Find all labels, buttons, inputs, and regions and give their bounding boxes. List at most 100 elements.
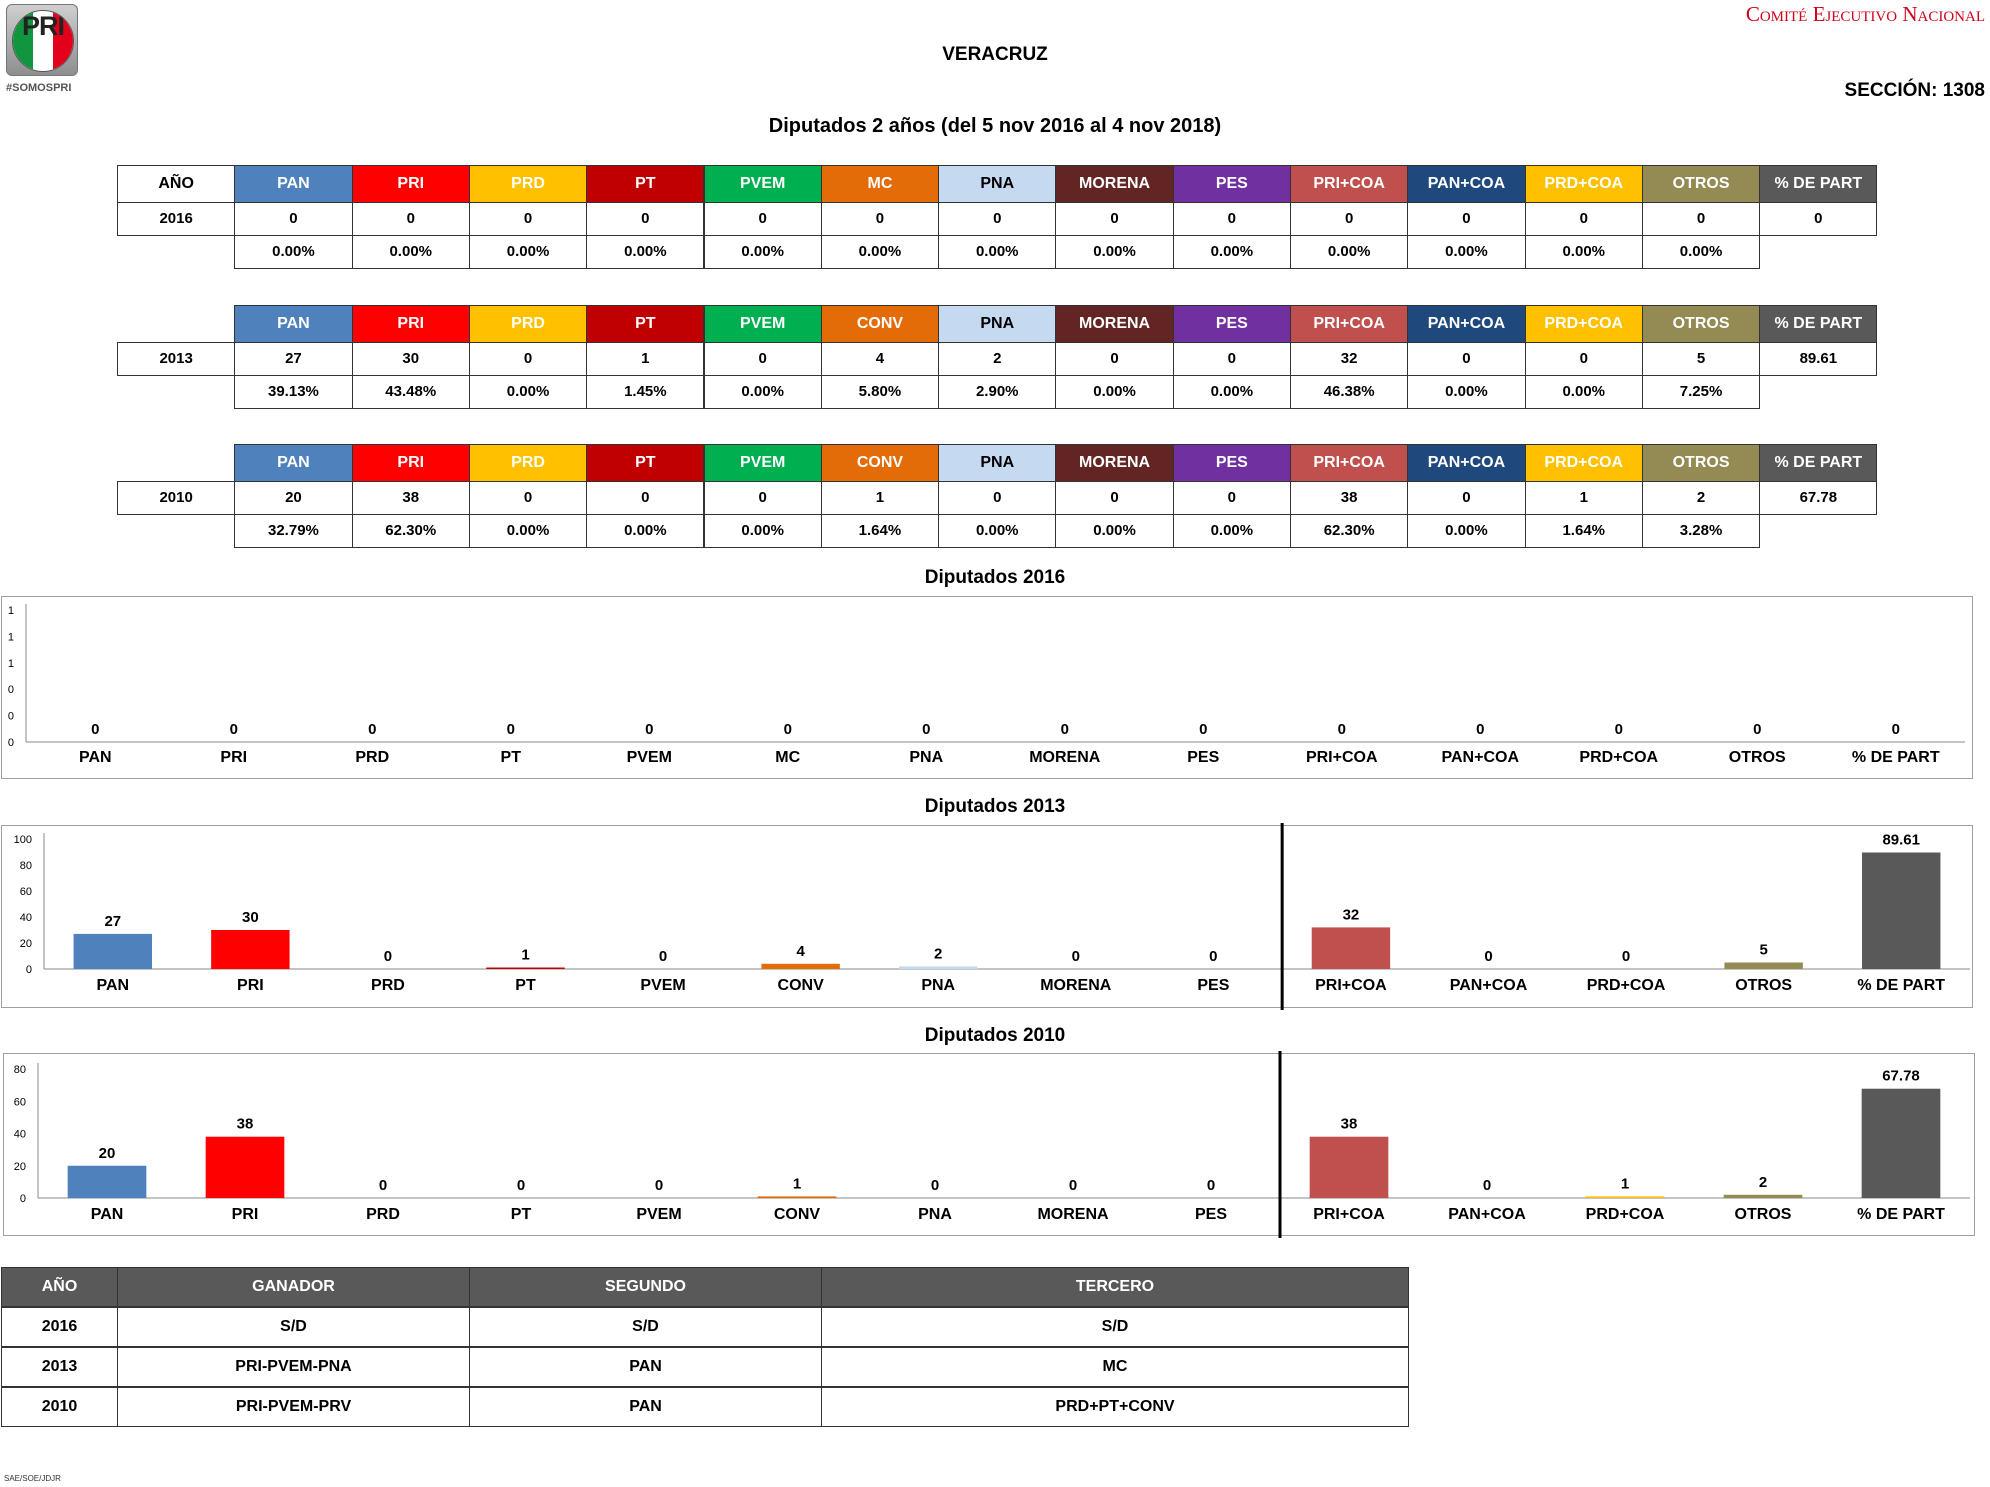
party-header: PAN+COA: [1407, 305, 1526, 343]
y-tick-label: 20: [14, 1161, 26, 1173]
data-label: 0: [368, 721, 376, 738]
vote-percent: 62.30%: [351, 514, 470, 548]
data-label: 0: [384, 948, 392, 965]
vote-value: 0: [703, 481, 822, 515]
data-label: 0: [1615, 721, 1623, 738]
pri-logo-text: PRI: [21, 11, 65, 41]
bar: [211, 930, 290, 969]
vote-percent: 0.00%: [938, 235, 1057, 269]
y-tick-label: 0: [8, 684, 14, 696]
data-label: 20: [99, 1145, 116, 1162]
vote-percent: 0.00%: [1172, 514, 1291, 548]
winners-cell: MC: [821, 1347, 1409, 1387]
party-header: PAN: [234, 165, 353, 203]
party-header: % DE PART: [1759, 444, 1878, 482]
winners-cell: PAN: [469, 1347, 822, 1387]
vote-percent: 0.00%: [938, 514, 1057, 548]
party-header: OTROS: [1641, 444, 1761, 482]
party-header: PT: [586, 165, 705, 203]
vote-percent: 0.00%: [1641, 235, 1761, 269]
report-subtitle: Diputados 2 años (del 5 nov 2016 al 4 no…: [768, 115, 1222, 137]
vote-percent: 5.80%: [820, 375, 940, 409]
data-label: 30: [242, 909, 259, 926]
vote-percent: 1.64%: [820, 514, 940, 548]
vote-value: 1: [1524, 481, 1643, 515]
y-tick-label: 80: [14, 1064, 26, 1076]
chart-title: Diputados 2010: [924, 1025, 1066, 1046]
data-label: 2: [934, 945, 942, 962]
x-tick-label: PRI: [220, 749, 247, 766]
hashtag-label: #SOMOSPRI: [6, 82, 72, 94]
winners-cell: 2010: [1, 1387, 118, 1427]
data-label: 0: [659, 948, 667, 965]
x-tick-label: PRD+COA: [1587, 977, 1666, 994]
vote-percent: 0.00%: [1524, 235, 1643, 269]
bar: [899, 966, 978, 969]
winners-cell: PRI-PVEM-PRV: [117, 1387, 470, 1427]
vote-percent: 7.25%: [1641, 375, 1761, 409]
data-label: 0: [1476, 721, 1484, 738]
y-tick-label: 40: [14, 1129, 26, 1141]
vote-percent: 39.13%: [234, 375, 353, 409]
vote-percent: 0.00%: [468, 235, 588, 269]
winners-cell: PAN: [469, 1387, 822, 1427]
party-header: PRI: [351, 165, 470, 203]
x-tick-label: PVEM: [640, 977, 685, 994]
vote-percent: 0.00%: [586, 514, 705, 548]
data-label: 0: [655, 1177, 663, 1194]
vote-percent: 43.48%: [351, 375, 470, 409]
vote-value: 0: [1524, 342, 1643, 376]
data-label: 0: [1622, 948, 1630, 965]
party-header: PVEM: [703, 165, 822, 203]
winners-header: AÑO: [1, 1267, 118, 1307]
chart-frame: [3, 1053, 1975, 1236]
vote-value: 27: [234, 342, 353, 376]
winners-cell: PRD+PT+CONV: [821, 1387, 1409, 1427]
vote-percent: 0.00%: [234, 235, 353, 269]
party-header: PES: [1172, 444, 1291, 482]
x-tick-label: PRD+COA: [1579, 749, 1658, 766]
vote-value: 89.61: [1759, 342, 1878, 376]
y-tick-label: 40: [20, 912, 32, 924]
y-tick-label: 60: [20, 886, 32, 898]
party-header: MORENA: [1055, 305, 1174, 343]
x-tick-label: % DE PART: [1857, 1206, 1945, 1223]
x-tick-label: PES: [1197, 977, 1229, 994]
vote-percent: 46.38%: [1290, 375, 1409, 409]
vote-percent: 0.00%: [1172, 235, 1291, 269]
winners-cell: S/D: [117, 1307, 470, 1347]
data-label: 1: [793, 1175, 801, 1192]
winners-cell: 2016: [1, 1307, 118, 1347]
y-tick-label: 1: [8, 658, 14, 670]
year-cell: 2016: [117, 202, 236, 236]
vote-percent: 0.00%: [1407, 375, 1526, 409]
bar: [757, 1196, 837, 1198]
seccion-label: SECCIÓN: 1308: [1844, 80, 1985, 101]
x-tick-label: CONV: [774, 1206, 821, 1223]
x-tick-label: % DE PART: [1852, 749, 1940, 766]
vote-value: 0: [1290, 202, 1409, 236]
winners-cell: PRI-PVEM-PNA: [117, 1347, 470, 1387]
y-tick-label: 100: [14, 834, 32, 846]
vote-percent: 0.00%: [468, 375, 588, 409]
data-label: 0: [379, 1177, 387, 1194]
bar: [205, 1136, 285, 1198]
vote-percent: 0.00%: [820, 235, 940, 269]
party-header: PT: [586, 305, 705, 343]
x-tick-label: CONV: [778, 977, 825, 994]
x-tick-label: MORENA: [1040, 977, 1112, 994]
y-tick-label: 0: [8, 737, 14, 749]
party-header: MORENA: [1055, 165, 1174, 203]
chart-title: Diputados 2016: [924, 567, 1066, 588]
vote-percent: 1.45%: [586, 375, 705, 409]
vote-value: 0: [1172, 342, 1291, 376]
data-label: 0: [1338, 721, 1346, 738]
bar: [1309, 1136, 1389, 1198]
party-header: PAN: [234, 444, 353, 482]
vote-value: 30: [351, 342, 470, 376]
data-label: 5: [1759, 942, 1767, 959]
x-tick-label: PRD: [366, 1206, 400, 1223]
